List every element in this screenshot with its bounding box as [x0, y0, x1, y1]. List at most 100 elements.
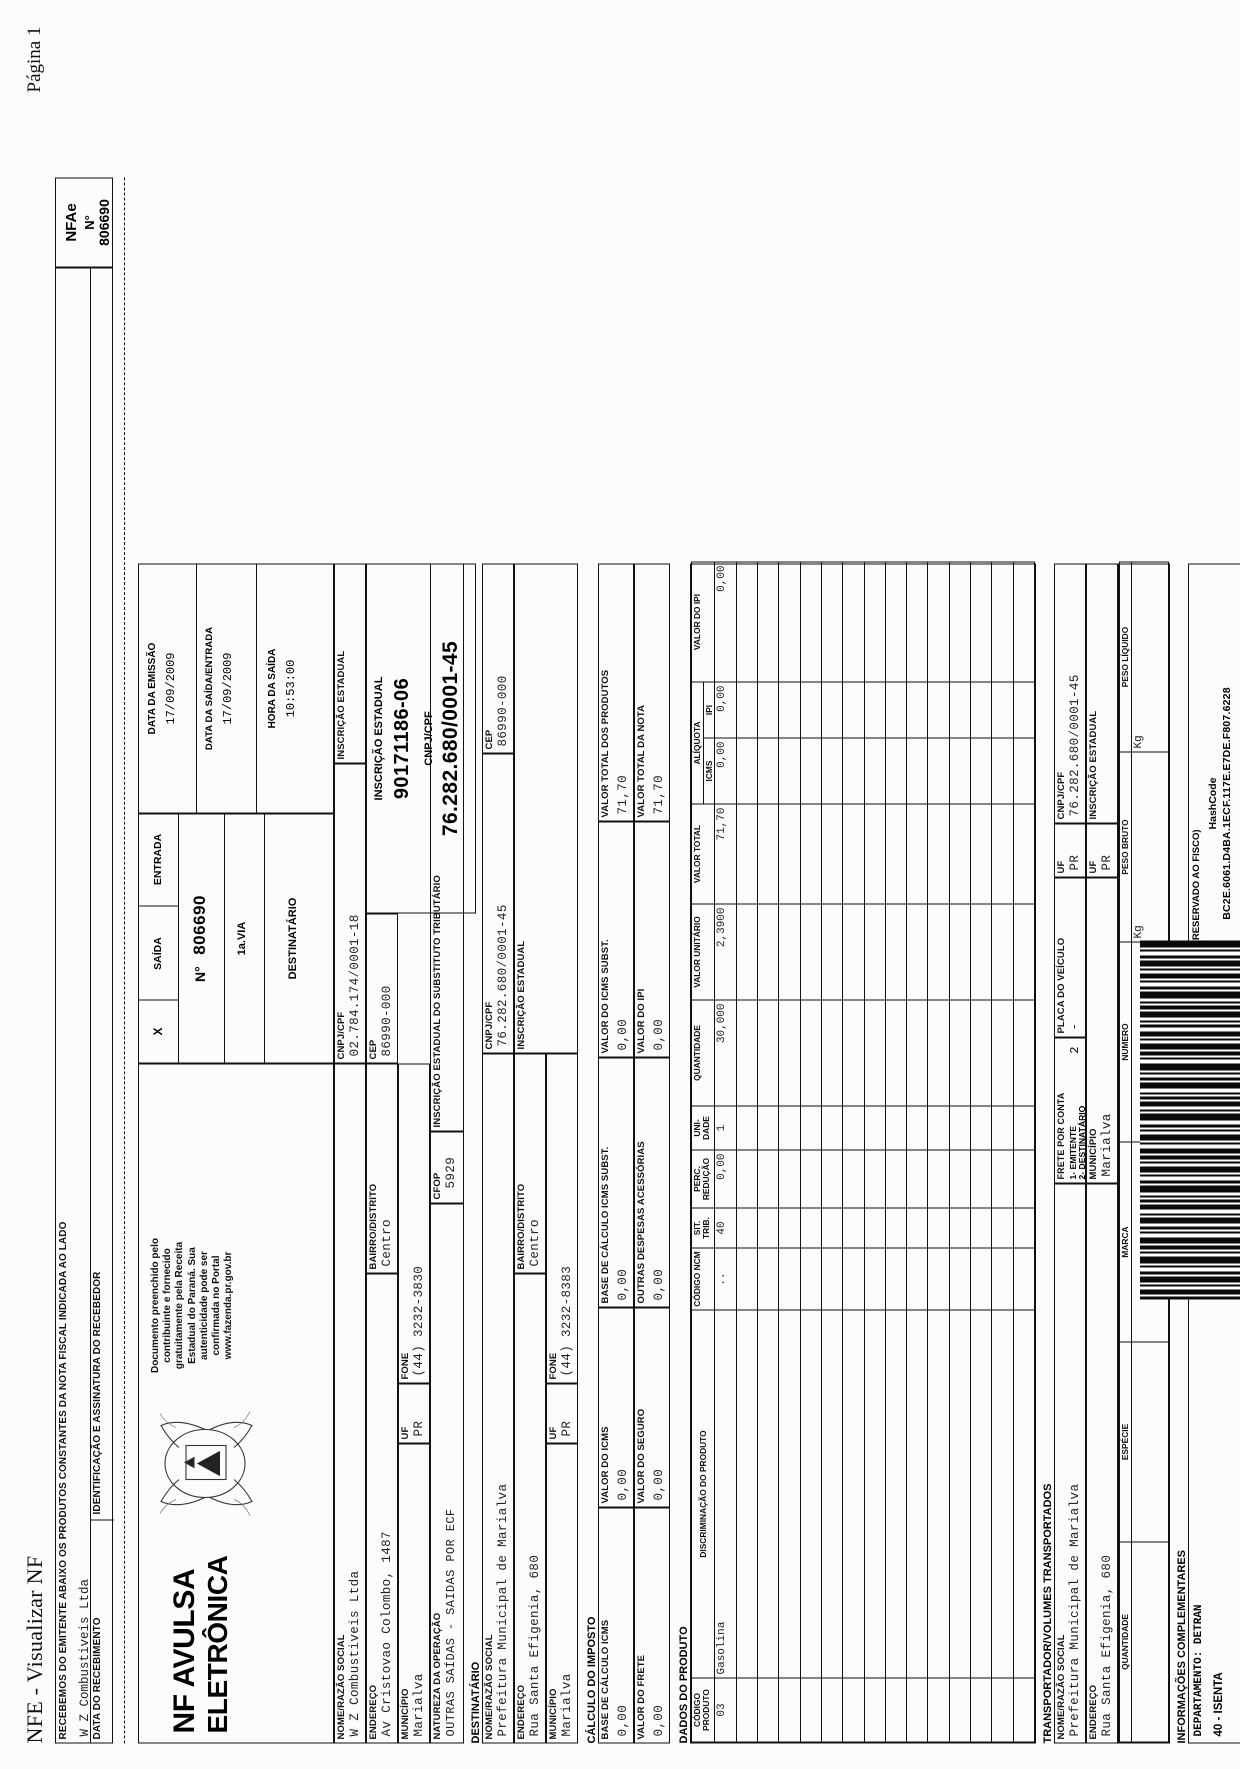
table-row — [800, 561, 822, 1742]
hora-saida-value: 10:53:00 — [284, 659, 298, 717]
cell-valor-unitario: 2,3900 — [714, 903, 737, 1000]
destinatario-municipio-value: Marialva — [560, 1672, 574, 1736]
cell-vol-peso-liquido: Kg — [1131, 561, 1169, 752]
calc-cell-2: BASE DE CÁLCULO ICMS SUBST. 0,00 — [598, 1057, 634, 1307]
cell-icms: 0,00 — [714, 737, 737, 804]
destinatario-endereco-field: ENDEREÇO Rua Santa Efigenia, 680 — [514, 1273, 546, 1743]
data-saida-label: DATA DA SAÍDA/ENTRADA — [204, 626, 215, 750]
transportador-cnpj-field: CNPJ/CPF 76.282.680/0001-45 — [1054, 563, 1086, 823]
cfop-value: 5929 — [444, 1156, 458, 1188]
destinatario-uf-field: UF PR — [546, 1383, 578, 1443]
col-valor-do-ipi: VALOR DO IPI — [691, 561, 715, 682]
destinatario-fone-field: FONE (44) 3232-8383 — [546, 1053, 578, 1383]
destinatario-endereco-label: ENDEREÇO — [515, 1684, 527, 1739]
canhoto-numero-value: 806690 — [96, 198, 112, 246]
calc-label-9: VALOR TOTAL DA NOTA — [635, 704, 647, 817]
col-discriminacao: DISCRIMINAÇÃO DO PRODUTO — [691, 1309, 715, 1678]
emitente-bairro-value: Centro — [380, 1218, 394, 1266]
destinatario-section-label: DESTINATÁRIO — [470, 1661, 482, 1743]
calc-cell-3: VALOR DO ICMS SUBST. 0,00 — [598, 821, 634, 1057]
data-emissao-value: 17/09/2009 — [164, 652, 178, 725]
transportador-section-label: TRANSPORTADOR/VOLUMES TRANSPORTADOS — [1042, 1483, 1054, 1743]
table-row — [778, 561, 801, 1742]
calc-label-4: VALOR TOTAL DOS PRODUTOS — [599, 669, 611, 817]
canhoto-numero-label: N° — [82, 214, 97, 230]
placa-veiculo-label: PLACA DO VEÍCULO — [1055, 937, 1067, 1033]
table-row — [970, 561, 992, 1742]
cell-ncm: .. — [714, 1247, 737, 1310]
cell-vol-especie — [1131, 1341, 1169, 1542]
col-quantidade: QUANTIDADE — [691, 999, 715, 1106]
calc-value-4: 71,70 — [616, 774, 630, 814]
col-valor-unitario: VALOR UNITÁRIO — [691, 903, 715, 1000]
produtos-section-header: DADOS DO PRODUTO — [674, 1143, 690, 1743]
numero-value: 806690 — [190, 894, 209, 955]
transportador-municipio-label: MUNICÍPIO — [1087, 1127, 1099, 1179]
frete-conta-label: FRETE POR CONTA — [1055, 1092, 1066, 1179]
page-indicator: Página 1 — [24, 26, 45, 92]
col-vol-marca: MARCA — [1119, 1141, 1132, 1342]
transportador-municipio-value: Marialva — [1100, 1112, 1114, 1176]
emitente-uf-field: UF PR — [398, 1383, 430, 1443]
table-row — [1013, 561, 1035, 1742]
emitente-fone-value: (44) 3232-3830 — [412, 1265, 426, 1376]
cfop-field: CFOP 5929 — [430, 1131, 464, 1203]
calc-label-0: BASE DE CÁLCULO ICMS — [599, 1619, 611, 1739]
destinatario-nome-field: NOME/RAZÃO SOCIAL Prefeitura Municipal d… — [482, 1053, 514, 1743]
emitente-uf-value: PR — [412, 1420, 426, 1436]
natureza-operacao-value: OUTRAS SAÍDAS - SAIDAS POR ECF — [444, 1507, 458, 1736]
table-row — [949, 561, 971, 1742]
cell-perc-reducao: 0,00 — [714, 1149, 737, 1208]
calc-cell-9: VALOR TOTAL DA NOTA 71,70 — [634, 563, 670, 821]
emitente-nome-field: NOME/RAZÃO SOCIAL W Z Combustiveis Ltda — [334, 1063, 366, 1743]
viewer-title: NFE - Visualizar NF — [22, 1555, 47, 1743]
produtos-section-label: DADOS DO PRODUTO — [678, 1625, 690, 1743]
dates-box: DATA DA EMISSÃO 17/09/2009 DATA DA SAÍDA… — [138, 563, 334, 813]
frete-conta-value: 2 — [1068, 1046, 1082, 1054]
calc-cell-1: VALOR DO ICMS 0,00 — [598, 1307, 634, 1507]
calc-value-9: 71,70 — [652, 774, 666, 814]
col-codigo-produto: CÓDIGO PRODUTO — [691, 1677, 715, 1742]
canhoto-recebemos-text: RECEBEMOS DO EMITENTE ABAIXO OS PRODUTOS… — [58, 1221, 69, 1739]
transportador-endereco-field: ENDEREÇO Rua Santa Efigenia, 680 — [1086, 1183, 1118, 1743]
transportador-cnpj-label: CNPJ/CPF — [1055, 771, 1067, 819]
cell-ipi: 0,00 — [714, 681, 737, 738]
natureza-operacao-label: NATUREZA DA OPERAÇÃO — [431, 1612, 443, 1739]
cell-sit-trib: 40 — [714, 1207, 737, 1248]
natureza-operacao-field: NATUREZA DA OPERAÇÃO OUTRAS SAÍDAS - SAI… — [430, 1203, 464, 1743]
col-vol-peso-bruto: PESO BRUTO — [1119, 751, 1132, 942]
transportador-uf2-label: UF — [1087, 860, 1099, 873]
cell-discriminacao: Gasolina — [714, 1309, 737, 1678]
emitente-cep-value: 86990-000 — [380, 984, 394, 1056]
cell-vol-quantidade — [1131, 1541, 1169, 1742]
cell-unidade: 1 — [714, 1105, 737, 1150]
produtos-table-box: CÓDIGO PRODUTO DISCRIMINAÇÃO DO PRODUTO … — [690, 561, 1036, 1743]
calc-value-6: 0,00 — [652, 1468, 666, 1500]
complementares-section-label: INFORMAÇÕES COMPLEMENTARES — [1176, 1549, 1188, 1743]
col-perc-reducao: PERC. REDUÇÃO — [691, 1149, 715, 1208]
emitente-ie-big-label: INSCRIÇÃO ESTADUAL — [373, 676, 385, 800]
destinatario-cnpj-value: 76.282.680/0001-45 — [496, 903, 510, 1046]
calc-cell-0: BASE DE CÁLCULO ICMS 0,00 — [598, 1507, 634, 1743]
emitente-endereco-field: ENDEREÇO Av Cristovao Colombo, 1487 — [366, 1273, 398, 1743]
emitente-uf-label: UF — [399, 1426, 411, 1439]
produtos-header-row: CÓDIGO PRODUTO DISCRIMINAÇÃO DO PRODUTO … — [691, 561, 715, 1742]
emitente-cep-field: CEP 86990-000 — [366, 913, 398, 1063]
calc-label-5: VALOR DO FRETE — [635, 1654, 647, 1739]
barcode-image — [1140, 909, 1240, 1299]
calc-value-1: 0,00 — [616, 1468, 630, 1500]
calc-cell-6: VALOR DO SEGURO 0,00 — [634, 1307, 670, 1507]
emitente-municipio-field: MUNICÍPIO Marialva — [398, 1443, 430, 1743]
frete-conta-field: FRETE POR CONTA 1- EMITENTE 2- DESTINATÁ… — [1054, 1037, 1087, 1183]
emitente-cnpj-field: CNPJ/CPF 02.784.174/0001-18 — [334, 763, 366, 1063]
table-row: 03 Gasolina .. 40 0,00 1 30,000 2,3900 7… — [714, 561, 737, 1742]
complementares-departamento: DEPARTAMENTO: DETRAN — [1193, 1603, 1205, 1736]
table-row — [906, 561, 928, 1742]
destinatario-ie-label: INSCRIÇÃO ESTADUAL — [515, 940, 527, 1049]
destinatario-cep-value: 86990-000 — [496, 674, 510, 746]
destinatario-municipio-label: MUNICÍPIO — [547, 1687, 559, 1739]
emitente-endereco-value: Av Cristovao Colombo, 1487 — [380, 1530, 394, 1736]
col-sit-trib: SIT. TRIB. — [691, 1207, 715, 1248]
complementares-isenta: 40 - ISENTA — [1213, 1671, 1225, 1736]
